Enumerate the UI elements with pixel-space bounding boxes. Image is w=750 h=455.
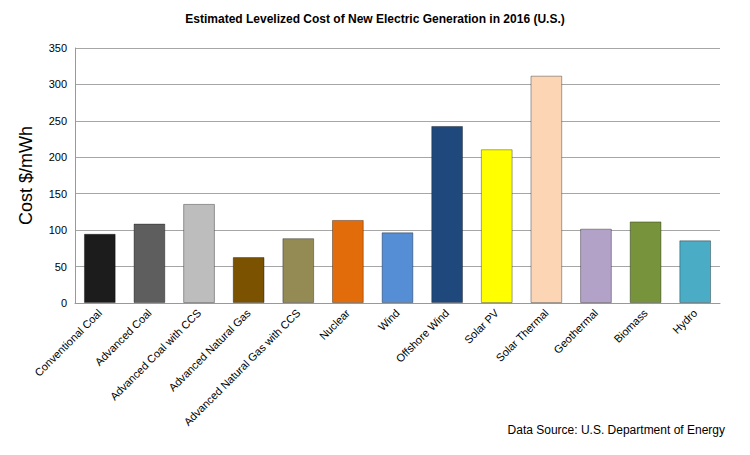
svg-text:Solar Thermal: Solar Thermal xyxy=(493,307,550,364)
svg-text:Geothermal: Geothermal xyxy=(551,307,600,356)
svg-text:150: 150 xyxy=(49,188,67,200)
svg-text:Nuclear: Nuclear xyxy=(317,307,352,342)
svg-text:0: 0 xyxy=(61,297,67,309)
svg-text:Estimated Levelized Cost of Ne: Estimated Levelized Cost of New Electric… xyxy=(185,12,564,26)
svg-text:250: 250 xyxy=(49,115,67,127)
svg-text:100: 100 xyxy=(49,224,67,236)
svg-text:Advanced Natural Gas with CCS: Advanced Natural Gas with CCS xyxy=(181,307,302,428)
svg-text:Data Source: U.S. Department o: Data Source: U.S. Department of Energy xyxy=(508,423,725,437)
svg-text:Hydro: Hydro xyxy=(670,307,699,336)
svg-text:Cost $/mWh: Cost $/mWh xyxy=(16,126,36,225)
svg-text:Advanced Natural Gas: Advanced Natural Gas xyxy=(166,306,253,393)
svg-text:Solar PV: Solar PV xyxy=(462,306,502,346)
svg-text:Biomass: Biomass xyxy=(612,306,651,345)
svg-text:350: 350 xyxy=(49,42,67,54)
svg-text:Conventional Coal: Conventional Coal xyxy=(32,307,104,379)
svg-text:200: 200 xyxy=(49,151,67,163)
svg-text:Offshore Wind: Offshore Wind xyxy=(393,307,451,365)
svg-text:Advanced Coal with CCS: Advanced Coal with CCS xyxy=(108,307,204,403)
svg-text:300: 300 xyxy=(49,78,67,90)
svg-text:50: 50 xyxy=(55,261,67,273)
svg-text:Wind: Wind xyxy=(376,307,402,333)
